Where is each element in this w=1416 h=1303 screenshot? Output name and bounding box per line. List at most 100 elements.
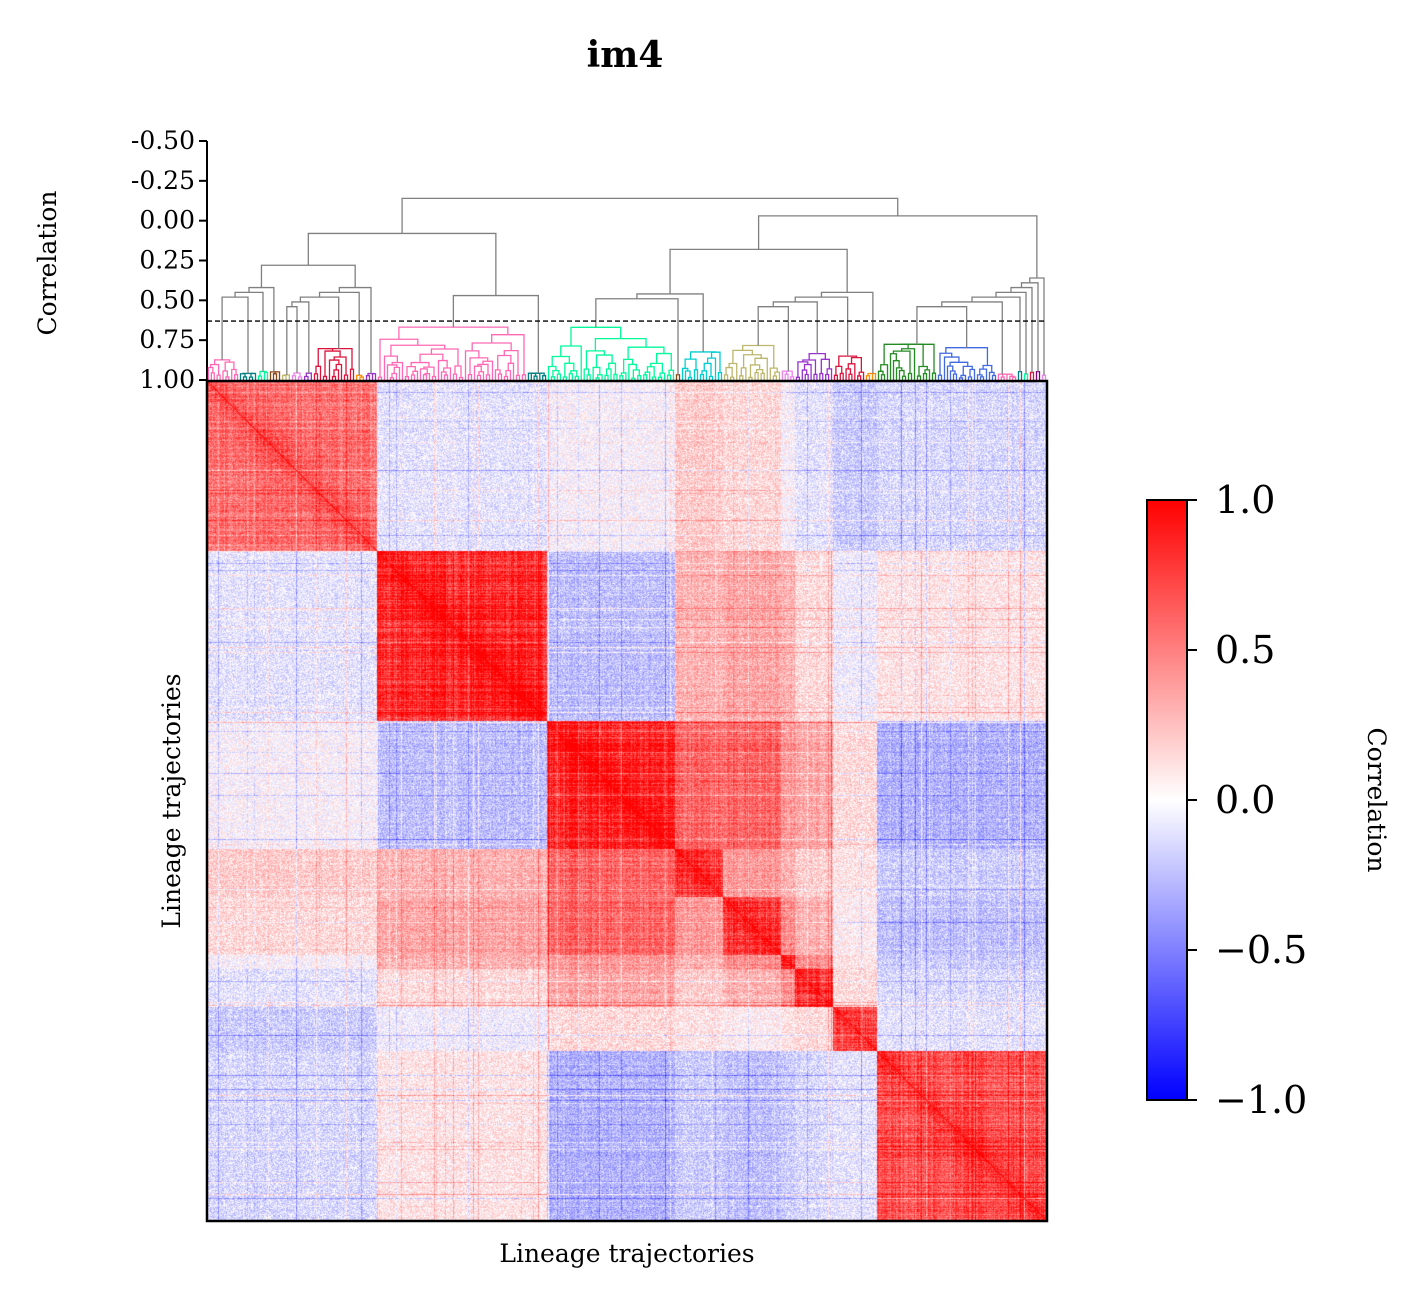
dendrogram: -0.50 -0.25 0.00 0.25 0.50 0.75 1.00 Correlati… — [33, 126, 1047, 394]
colorbar: 1.0 0.5 0.0 −0.5 −1.0 Correlation — [1146, 478, 1391, 1122]
dendrogram-cluster-link — [419, 368, 428, 380]
dendrogram-cluster-link — [725, 366, 733, 378]
dendrogram-cluster-link — [772, 375, 778, 380]
dendrogram-cluster-link — [550, 376, 556, 380]
dendrogram-links — [207, 197, 1047, 380]
dendrogram-cluster-link — [304, 375, 309, 380]
dendrogram-upper-link — [772, 301, 818, 354]
dendrogram-cluster-link — [710, 351, 721, 373]
dendrogram-cluster-link — [1012, 376, 1017, 380]
dendrogram-upper-link — [1010, 286, 1033, 373]
dendrogram-upper-link — [401, 197, 899, 234]
heatmap-x-label: Lineage trajectories — [499, 1239, 754, 1268]
dendrogram-cluster-link — [790, 376, 795, 380]
dendrogram-cluster-link — [570, 326, 622, 346]
dendrogram-cluster-link — [458, 376, 464, 380]
dendrogram-cluster-link — [604, 374, 609, 380]
dendrogram-cluster-link — [808, 352, 826, 361]
dendrogram-upper-link — [794, 296, 849, 357]
dendrogram-cluster-link — [324, 350, 341, 377]
dendrogram-cluster-link — [774, 371, 781, 380]
dendrogram-cluster-link — [969, 368, 976, 380]
dendrogram-upper-link — [291, 301, 310, 374]
dendrogram-upper-link — [286, 306, 298, 375]
dendrogram-cluster-link — [248, 376, 254, 380]
dendrogram-cluster-link — [637, 375, 642, 380]
dendrogram-cluster-link — [464, 350, 480, 380]
dendrogram-cluster-link — [568, 373, 573, 380]
dendrogram-cluster-link — [865, 375, 871, 380]
colorbar-tick-label: 0.0 — [1215, 778, 1275, 822]
heatmap-y-label: Lineage trajectories — [157, 673, 186, 928]
heatmap-frame — [205, 379, 1049, 1223]
dendrogram-cluster-link — [225, 376, 230, 380]
dendrogram-cluster-link — [585, 350, 605, 370]
dendrogram-cluster-link — [503, 349, 519, 376]
dendrogram-cluster-link — [297, 376, 303, 380]
dendrogram-upper-link — [971, 296, 1021, 372]
dendrogram-upper-link — [995, 291, 1027, 374]
dendrogram-cluster-link — [839, 372, 844, 380]
dendrogram-cluster-link — [595, 377, 600, 380]
dendrogram-cluster-link — [333, 369, 340, 380]
dendrogram-cluster-link — [1035, 370, 1041, 380]
dendrogram-cluster-link — [556, 373, 562, 380]
dendrogram-cluster-link — [899, 343, 935, 374]
dendrogram-cluster-link — [760, 372, 765, 380]
dendrogram-cluster-link — [655, 352, 672, 371]
dendrogram-cluster-link — [804, 373, 809, 380]
dendrogram-cluster-link — [870, 372, 877, 380]
dendrogram-cluster-link — [988, 371, 995, 380]
dendrogram-cluster-link — [325, 347, 353, 370]
dendrogram-cluster-link — [784, 370, 793, 377]
dendrogram-cluster-link — [795, 376, 801, 380]
dendrogram-cluster-link — [924, 369, 931, 380]
dendrogram-cluster-link — [943, 356, 960, 380]
dendrogram-upper-link — [221, 296, 249, 374]
dendrogram-upper-link — [1029, 277, 1045, 376]
dendrogram-cluster-link — [423, 366, 435, 377]
dendrogram-cluster-link — [210, 372, 215, 380]
dendrogram-cluster-link — [1029, 371, 1035, 380]
dendrogram-cluster-link — [328, 359, 340, 380]
dendrogram-cluster-link — [708, 375, 714, 380]
dendrogram-cluster-link — [967, 376, 973, 380]
dendrogram-cluster-link — [477, 363, 489, 375]
dendrogram-cluster-link — [293, 372, 301, 378]
dendrogram-cluster-link — [1017, 370, 1023, 380]
dendrogram-cluster-link — [619, 375, 624, 380]
colorbar-label: Correlation — [1362, 728, 1391, 873]
dendrogram-cluster-link — [937, 374, 943, 380]
dendrogram-cluster-link — [742, 354, 762, 368]
dendrogram-cluster-link — [547, 365, 557, 380]
dendrogram-y-tick-label: -0.25 — [131, 166, 195, 195]
dendrogram-cluster-link — [386, 364, 398, 380]
dendrogram-cluster-link — [931, 372, 937, 380]
dendrogram-cluster-link — [437, 359, 448, 380]
dendrogram-cluster-link — [699, 373, 705, 380]
dendrogram-cluster-link — [659, 372, 666, 380]
dendrogram-cluster-link — [605, 368, 612, 380]
dendrogram-cluster-link — [343, 374, 349, 380]
dendrogram-cluster-link — [949, 370, 956, 380]
dendrogram-cluster-link — [684, 358, 697, 370]
dendrogram-cluster-link — [594, 337, 647, 351]
dendrogram-upper-link — [1020, 282, 1039, 372]
dendrogram-upper-link — [636, 293, 704, 352]
dendrogram-cluster-link — [331, 375, 337, 380]
dendrogram-cluster-link — [1023, 373, 1029, 380]
dendrogram-y-tick-label: 0.00 — [139, 206, 195, 235]
dendrogram-cluster-link — [945, 347, 989, 366]
heatmap-image-wrapper — [207, 381, 1047, 1221]
dendrogram-cluster-link — [892, 350, 911, 374]
dendrogram-y-tick-label: 0.50 — [139, 285, 195, 314]
dendrogram-cluster-link — [503, 375, 509, 380]
dendrogram-cluster-link — [391, 372, 398, 380]
dendrogram-cluster-link — [391, 361, 404, 380]
dendrogram-cluster-link — [701, 370, 708, 380]
dendrogram-cluster-link — [962, 365, 973, 376]
dendrogram-upper-link — [260, 264, 356, 288]
dendrogram-cluster-link — [623, 358, 634, 373]
dendrogram-cluster-link — [533, 375, 538, 380]
heatmap-canvas — [207, 381, 1047, 1221]
